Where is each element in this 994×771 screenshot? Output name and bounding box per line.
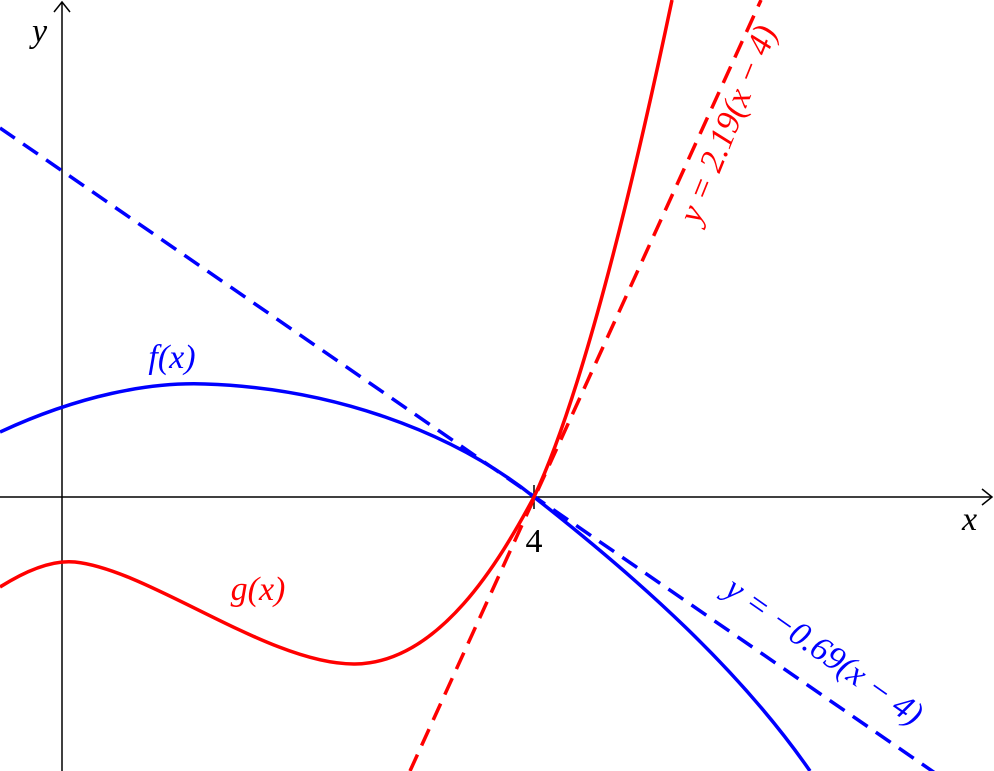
tangent-label: y = −0.69(x − 4): [716, 568, 930, 733]
tangent-g: [408, 0, 763, 771]
tangent-label: y = 2.19(x − 4): [671, 20, 785, 231]
y-label: y: [29, 13, 48, 50]
tick-label: 4: [526, 523, 543, 560]
curve-label: f(x): [148, 339, 195, 376]
x-label: x: [961, 501, 977, 538]
tangent-f: [0, 126, 936, 771]
x-arrow: [981, 488, 994, 506]
y-arrow: [53, 0, 71, 13]
curve-g: [0, 0, 674, 666]
curve-label: g(x): [231, 571, 286, 608]
curve-f: [0, 382, 812, 771]
